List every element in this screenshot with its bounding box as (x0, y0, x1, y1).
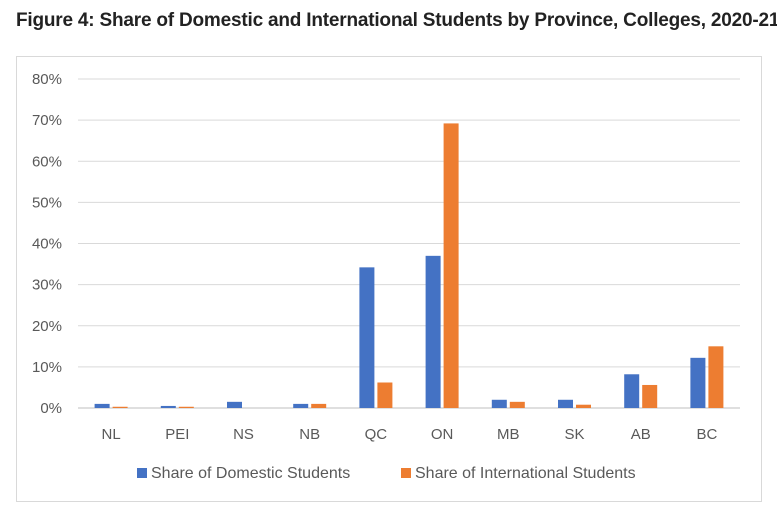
y-axis-ticks: 0% 10% 20% 30% 40% 50% 60% 70% 80% (32, 71, 62, 417)
bar-international-on (443, 123, 459, 408)
y-tick-label: 20% (32, 318, 62, 335)
x-axis-ticks: NL PEI NS NB QC ON MB SK AB BC (102, 426, 718, 443)
x-tick-label: PEI (165, 426, 189, 443)
y-tick-label: 80% (32, 71, 62, 88)
y-tick-label: 0% (40, 400, 62, 417)
x-tick-label: BC (696, 426, 717, 443)
y-tick-label: 10% (32, 359, 62, 376)
bar-domestic-nl (94, 403, 110, 408)
y-tick-label: 70% (32, 112, 62, 129)
x-tick-label: NB (299, 426, 320, 443)
bar-domestic-sk (558, 399, 573, 408)
bar-international-sk (576, 404, 591, 408)
y-tick-label: 40% (32, 236, 62, 253)
y-tick-label: 30% (32, 277, 62, 294)
legend-swatch (401, 468, 411, 478)
bar-domestic-ab (624, 374, 640, 408)
bar-international-nl (112, 406, 128, 408)
legend: Share of Domestic Students Share of Inter… (137, 465, 636, 482)
x-tick-label: SK (564, 426, 584, 443)
x-tick-label: MB (497, 426, 520, 443)
x-tick-label: AB (631, 426, 651, 443)
x-tick-label: ON (431, 426, 454, 443)
legend-label: Share of International Students (415, 465, 636, 482)
bar-domestic-mb (491, 399, 507, 408)
y-tick-label: 60% (32, 153, 62, 170)
bars (94, 123, 724, 408)
bar-domestic-qc (359, 267, 375, 408)
chart-frame (16, 56, 762, 502)
bar-international-nb (311, 403, 327, 408)
bar-international-pei (178, 406, 194, 408)
legend-label: Share of Domestic Students (151, 465, 350, 482)
figure-title: Figure 4: Share of Domestic and Internat… (16, 10, 777, 31)
legend-swatch (137, 468, 147, 478)
bar-domestic-nb (293, 403, 309, 408)
x-tick-label: QC (365, 426, 388, 443)
y-tick-label: 50% (32, 194, 62, 211)
gridlines (78, 78, 740, 409)
bar-international-mb (509, 401, 525, 408)
x-tick-label: NL (102, 426, 121, 443)
bar-domestic-pei (160, 405, 176, 408)
x-tick-label: NS (233, 426, 254, 443)
bar-domestic-ns (227, 401, 242, 408)
bar-international-qc (377, 382, 393, 408)
bar-international-ab (642, 384, 658, 408)
bar-international-bc (708, 346, 724, 408)
bar-domestic-bc (690, 357, 706, 408)
bar-domestic-on (425, 255, 441, 408)
